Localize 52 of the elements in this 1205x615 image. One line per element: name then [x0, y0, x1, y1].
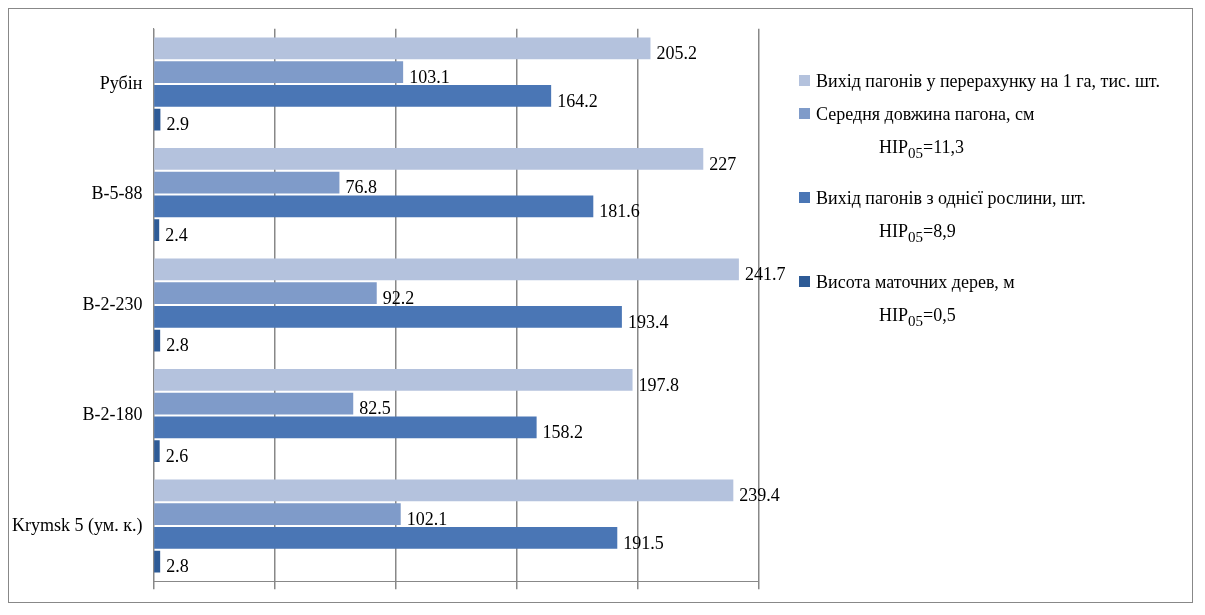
bar: [154, 195, 594, 218]
data-label: 241.7: [744, 264, 786, 285]
data-label: 2.9: [166, 114, 189, 135]
y-tick-label: Рубін: [99, 72, 143, 93]
data-label: 92.2: [382, 287, 415, 308]
text: НІР$_{05}$=0,5: [878, 303, 957, 331]
legend-label: Середня довжина пагона, см: [816, 103, 1035, 127]
data-label: 2.8: [166, 335, 189, 356]
data-label: 103.1: [409, 66, 450, 87]
data-label: 197.8: [638, 374, 680, 395]
bar: [154, 392, 354, 415]
data-label: 191.5: [623, 532, 664, 553]
data-label: 158.2: [542, 422, 584, 443]
bar: [154, 526, 618, 549]
data-label: 193.4: [627, 311, 669, 332]
data-label: 76.8: [345, 177, 377, 198]
bar: [154, 503, 401, 526]
text: НІР$_{05}$=11,3: [878, 136, 965, 163]
bar: [154, 171, 340, 194]
legend-label: Висота маточних дерев, м: [816, 270, 1015, 294]
bar: [154, 479, 734, 502]
data-label: 2.4: [165, 224, 188, 245]
data-label: 181.6: [599, 201, 640, 222]
bar: [154, 550, 161, 573]
data-label: 2.8: [166, 556, 189, 577]
bar: [154, 305, 622, 328]
bar: [154, 108, 161, 131]
y-tick-label: В-2-230: [82, 293, 143, 314]
text: НІР$_{05}$=8,9: [878, 220, 957, 247]
bar: [154, 416, 537, 439]
bar: [154, 219, 160, 242]
bar: [154, 61, 404, 84]
y-tick-label: Krymsk 5 (ум. к.): [12, 514, 143, 536]
bar: [154, 368, 633, 391]
data-label: 2.6: [165, 445, 189, 466]
legend-label: Вихід пагонів у перерахунку на 1 га, тис. шт.: [816, 70, 1160, 93]
bar: [154, 147, 704, 170]
data-label: 205.2: [656, 43, 697, 64]
bar: [154, 282, 377, 305]
bar: [154, 84, 552, 107]
data-label: 102.1: [406, 508, 448, 529]
data-label: 227: [709, 153, 737, 174]
data-label: 82.5: [359, 398, 391, 419]
data-label: 164.2: [557, 90, 598, 111]
y-tick-label: В-5-88: [91, 183, 143, 204]
bar: [154, 258, 739, 281]
bar: [154, 329, 161, 352]
bar: [154, 440, 160, 463]
legend-label: Вихід пагонів з однієї рослини, шт.: [816, 186, 1086, 210]
y-tick-label: В-2-180: [82, 404, 143, 425]
bar: [154, 37, 651, 60]
data-label: 239.4: [739, 485, 780, 506]
